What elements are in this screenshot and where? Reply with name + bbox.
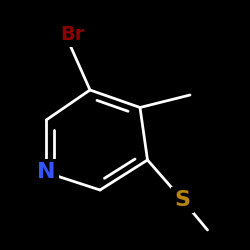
Text: N: N bbox=[37, 162, 56, 182]
Text: S: S bbox=[174, 190, 190, 210]
Text: Br: Br bbox=[60, 26, 85, 44]
